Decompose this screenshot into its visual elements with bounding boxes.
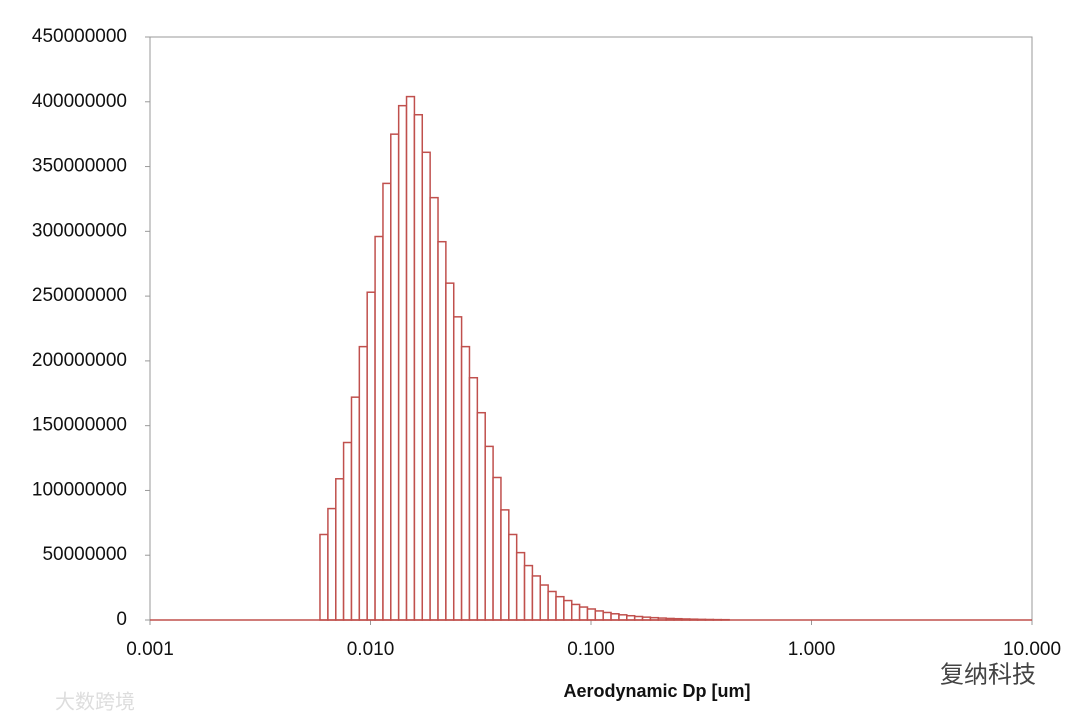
bar — [335, 478, 345, 621]
bar — [555, 595, 565, 621]
bar — [445, 282, 455, 621]
bar — [594, 610, 604, 621]
bar — [413, 113, 424, 621]
watermark: 大数跨境 — [55, 690, 135, 713]
bar — [523, 564, 534, 621]
bar — [390, 133, 400, 621]
bar — [492, 476, 502, 621]
bar — [618, 614, 628, 621]
bar — [342, 441, 353, 621]
x-tick-label: 1.000 — [788, 639, 836, 660]
bar — [405, 95, 416, 621]
bar — [382, 182, 392, 621]
plot-frame — [149, 36, 1033, 621]
bar — [484, 445, 494, 621]
y-tick-label: 0 — [116, 609, 127, 630]
y-tick-label: 150000000 — [32, 415, 127, 436]
bar — [421, 151, 431, 621]
bar — [319, 533, 329, 621]
bar — [460, 345, 471, 621]
bar — [327, 507, 337, 621]
y-tick-label: 400000000 — [32, 91, 127, 112]
bar — [437, 240, 447, 621]
x-tick-label: 10.000 — [1003, 639, 1061, 660]
bar — [452, 316, 463, 621]
y-tick-label: 100000000 — [32, 479, 127, 500]
bar — [468, 376, 479, 621]
x-tick-label: 0.100 — [567, 639, 615, 660]
bar — [397, 104, 408, 621]
y-tick-label: 200000000 — [32, 350, 127, 371]
bar — [500, 509, 510, 621]
bar — [547, 590, 557, 621]
bar — [563, 599, 573, 621]
y-tick-label: 450000000 — [32, 26, 127, 47]
bar — [476, 411, 486, 621]
bar — [602, 611, 612, 621]
bar — [578, 606, 589, 621]
y-tick-label: 50000000 — [42, 544, 127, 565]
bar — [429, 196, 439, 621]
y-tick-label: 350000000 — [32, 156, 127, 177]
bar — [539, 584, 549, 621]
y-tick-label: 300000000 — [32, 220, 127, 241]
bar — [508, 533, 518, 621]
bar — [531, 575, 542, 621]
x-tick-label: 0.010 — [347, 639, 395, 660]
bar — [610, 613, 620, 621]
bar — [358, 345, 368, 621]
bar — [350, 396, 361, 621]
x-axis-label: Aerodynamic Dp [um] — [563, 681, 750, 701]
bar — [374, 235, 384, 621]
x-tick-label: 0.001 — [126, 639, 174, 660]
watermark: 复纳科技 — [940, 661, 1036, 688]
bar — [366, 291, 376, 621]
y-tick-label: 250000000 — [32, 285, 127, 306]
bar — [586, 608, 597, 621]
bar — [570, 603, 581, 621]
bar — [515, 551, 526, 621]
